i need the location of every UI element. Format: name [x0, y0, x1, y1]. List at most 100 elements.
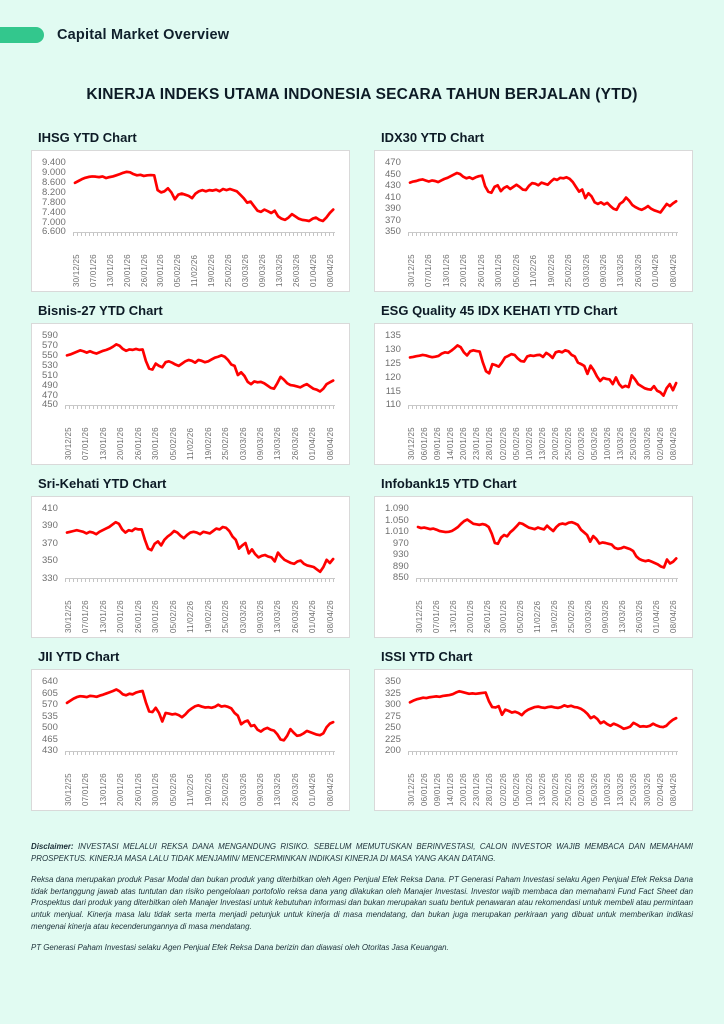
x-tick-label: 08/04/26: [668, 427, 678, 460]
x-tick-label: 19/02/26: [203, 773, 213, 806]
x-tick-label: 14/01/26: [446, 427, 456, 460]
x-tick-label: 19/02/26: [550, 600, 560, 633]
plot-area: [415, 509, 678, 582]
x-tick-label: 02/04/26: [655, 773, 665, 806]
chart-panel: 9.400 9.000 8.600 8.200 7.800 7.400 7.000 6.600…: [31, 150, 350, 292]
y-axis-labels: 640 605 570 535 500 465 430: [42, 677, 65, 756]
y-tick-label: 300: [385, 699, 401, 711]
x-tick-label: 13/01/26: [98, 427, 108, 460]
x-tick-label: 11/02/26: [529, 254, 539, 287]
x-tick-label: 14/01/26: [446, 773, 456, 806]
x-tick-label: 05/02/26: [168, 427, 178, 460]
x-tick-label: 19/02/26: [203, 427, 213, 460]
y-tick-label: 7.400: [42, 206, 66, 218]
x-tick-label: 08/04/26: [668, 600, 678, 633]
x-tick-label: 13/01/26: [98, 773, 108, 806]
x-tick-label: 19/02/26: [203, 600, 213, 633]
chart-infobank15: Infobank15 YTD Chart 1.090 1.050 1.010 970 9…: [374, 476, 693, 638]
x-tick-label: 09/03/26: [599, 254, 609, 287]
y-tick-label: 535: [42, 710, 58, 722]
x-tick-label: 13/03/26: [273, 427, 283, 460]
x-tick-label: 25/02/26: [221, 773, 231, 806]
x-tick-label: 25/02/26: [563, 427, 573, 460]
chart-title: JII YTD Chart: [38, 649, 120, 664]
y-tick-label: 8.600: [42, 176, 66, 188]
chart-panel: 135 130 125 120 115 110 30/12/25 06/01/26 09/01…: [374, 323, 693, 465]
x-tick-label: 02/04/26: [655, 427, 665, 460]
y-tick-label: 6.600: [42, 226, 66, 238]
disclaimer-paragraph-2: Reksa dana merupakan produk Pasar Modal …: [31, 874, 693, 932]
x-tick-label: 25/02/26: [224, 254, 234, 287]
y-tick-label: 450: [42, 399, 58, 411]
charts-grid: IHSG YTD Chart 9.400 9.000 8.600 8.200 7.800…: [0, 130, 724, 811]
y-axis-labels: 135 130 125 120 115 110: [385, 331, 408, 410]
x-tick-label: 28/01/26: [485, 427, 495, 460]
plot-area: [64, 682, 335, 755]
y-tick-label: 225: [385, 733, 401, 745]
chart-panel: 350 325 300 275 250 225 200 30/12/25 06/01/26 09…: [374, 669, 693, 811]
x-tick-label: 08/04/26: [325, 254, 335, 287]
x-tick-label: 20/01/26: [465, 600, 475, 633]
x-tick-label: 01/04/26: [308, 427, 318, 460]
x-tick-label: 08/04/26: [325, 427, 335, 460]
y-axis-labels: 410 390 370 350 330: [42, 504, 65, 583]
x-axis-ticks: [407, 406, 678, 409]
x-tick-label: 02/03/26: [577, 427, 587, 460]
x-tick-label: 25/03/26: [629, 773, 639, 806]
y-tick-label: 275: [385, 710, 401, 722]
x-tick-label: 01/04/26: [308, 254, 318, 287]
x-tick-label: 13/03/26: [273, 773, 283, 806]
x-tick-label: 03/03/26: [581, 254, 591, 287]
x-tick-label: 03/03/26: [241, 254, 251, 287]
x-axis-ticks: [64, 406, 335, 409]
y-tick-label: 370: [42, 537, 58, 549]
x-axis-labels: 30/12/25 06/01/26 09/01/26 14/01/26 20/01/26…: [408, 406, 678, 460]
x-tick-label: 09/01/26: [433, 427, 443, 460]
y-axis-labels: 350 325 300 275 250 225 200: [385, 677, 408, 756]
x-tick-label: 01/04/26: [651, 254, 661, 287]
x-axis-labels: 30/12/25 07/01/26 13/01/26 20/01/26 26/01/26…: [408, 233, 678, 287]
x-tick-label: 23/01/26: [472, 427, 482, 460]
y-tick-label: 530: [42, 359, 58, 371]
chart-title: IDX30 YTD Chart: [381, 130, 485, 145]
y-axis-labels: 1.090 1.050 1.010 970 930 890 850: [385, 504, 416, 583]
x-tick-label: 26/01/26: [133, 427, 143, 460]
x-axis-labels: 30/12/25 07/01/26 13/01/26 20/01/26 26/01/26…: [65, 406, 335, 460]
disclaimer-paragraph-1: Disclaimer: INVESTASI MELALUI REKSA DANA…: [31, 842, 693, 863]
x-axis-ticks: [64, 752, 335, 755]
y-tick-label: 120: [385, 371, 401, 383]
x-tick-label: 05/03/26: [590, 773, 600, 806]
x-tick-label: 09/03/26: [258, 254, 268, 287]
x-tick-label: 30/12/25: [415, 600, 424, 633]
y-tick-label: 550: [42, 349, 58, 361]
x-tick-label: 13/02/26: [537, 773, 547, 806]
plot-area: [65, 509, 335, 582]
x-tick-label: 08/04/26: [325, 600, 335, 633]
x-tick-label: 06/01/26: [419, 427, 429, 460]
x-tick-label: 07/01/26: [424, 254, 434, 287]
x-tick-label: 19/02/26: [546, 254, 556, 287]
x-tick-label: 05/02/26: [173, 254, 183, 287]
x-tick-label: 02/02/26: [498, 427, 508, 460]
y-tick-label: 470: [42, 389, 58, 401]
x-tick-label: 11/02/26: [190, 254, 200, 287]
x-tick-label: 10/02/26: [524, 427, 534, 460]
y-tick-label: 410: [42, 503, 58, 514]
line-series: [67, 338, 333, 402]
x-tick-label: 20/01/26: [459, 773, 469, 806]
x-tick-label: 05/02/26: [511, 254, 521, 287]
x-axis-labels: 30/12/25 07/01/26 13/01/26 20/01/26 26/01/26…: [416, 579, 678, 633]
x-axis-ticks: [407, 752, 678, 755]
chart-issi: ISSI YTD Chart 350 325 300 275 250 225 200 30/…: [374, 649, 693, 811]
x-tick-label: 09/03/26: [256, 600, 266, 633]
x-tick-label: 25/02/26: [567, 600, 577, 633]
y-tick-label: 7.000: [42, 216, 66, 228]
x-tick-label: 30/12/25: [64, 773, 73, 806]
y-tick-label: 250: [385, 722, 401, 734]
plot-area: [407, 682, 678, 755]
chart-panel: 640 605 570 535 500 465 430 30/12/25 07/01/26 13…: [31, 669, 350, 811]
y-tick-label: 490: [42, 379, 58, 391]
x-tick-label: 03/03/26: [238, 773, 248, 806]
x-axis-ticks: [415, 579, 678, 582]
x-tick-label: 10/03/26: [603, 773, 613, 806]
